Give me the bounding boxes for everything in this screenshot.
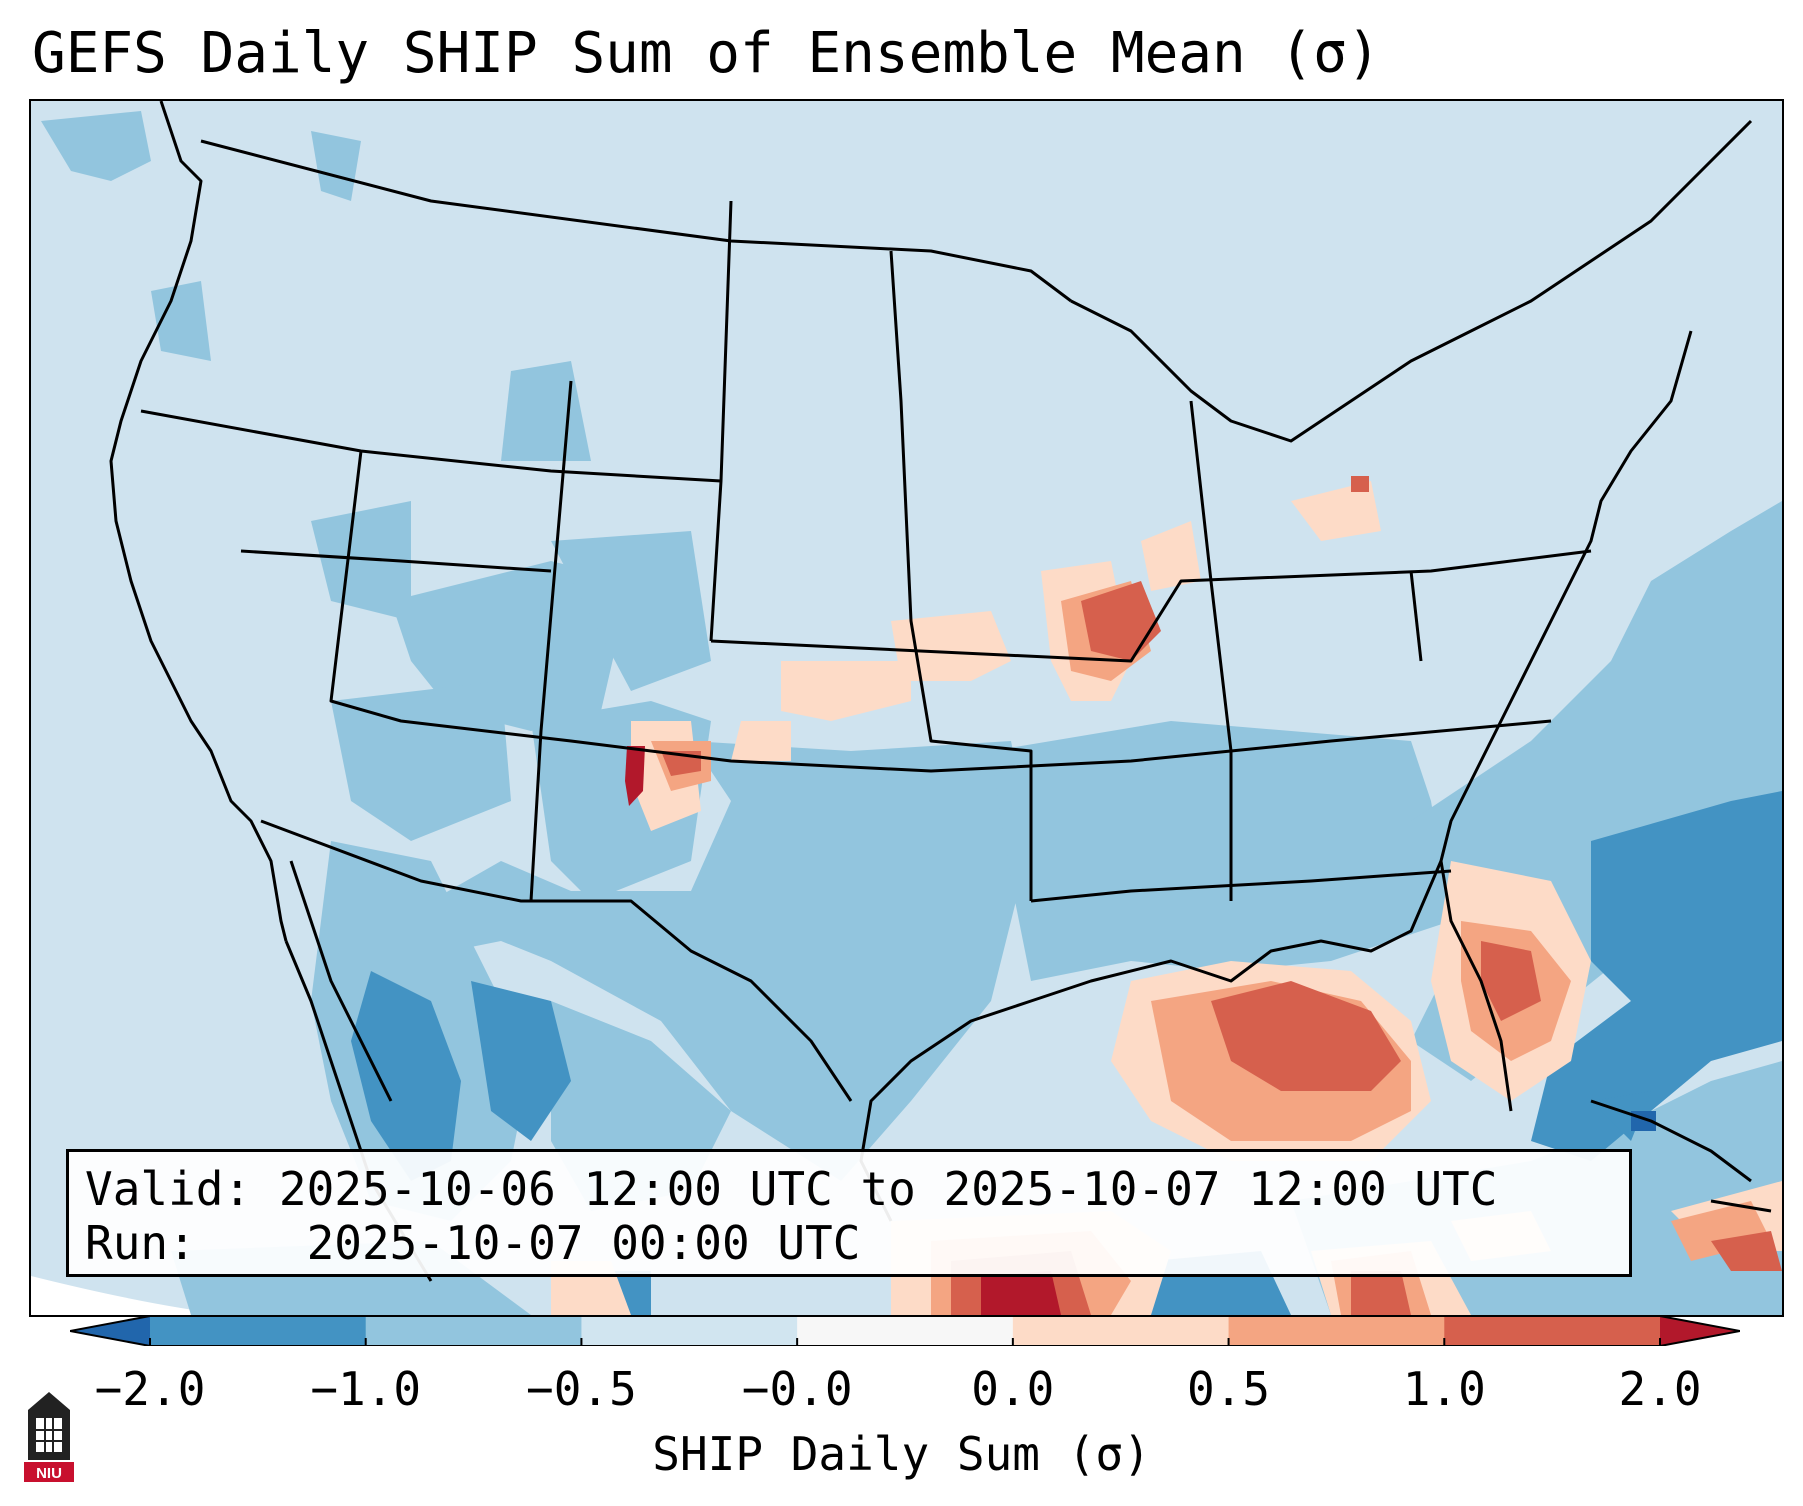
field-dark-red (625, 746, 1061, 1315)
colorbar-bin (581, 1316, 798, 1346)
colorbar-bin (365, 1316, 582, 1346)
colorbar-tick-label: 2.0 (1618, 1362, 1702, 1416)
colorbar-tick-label: 0.0 (971, 1362, 1055, 1416)
colorbar-extend-low (70, 1316, 150, 1346)
colorbar-bin (1228, 1316, 1445, 1346)
colorbar-bin (797, 1316, 1014, 1346)
niu-logo: NIU (24, 1392, 74, 1482)
run-value: 2025-10-07 00:00 UTC (306, 1216, 861, 1270)
map-boundaries (109, 101, 1772, 1282)
colorbar-tick-label: 0.5 (1187, 1362, 1271, 1416)
logo-banner (24, 1462, 74, 1482)
colorbar-extend-high (1660, 1316, 1740, 1346)
projection-edge (31, 1276, 231, 1315)
colorbar-tick-label: −0.5 (526, 1362, 637, 1416)
colorbar-tick-label: 1.0 (1402, 1362, 1486, 1416)
field-background (31, 101, 1782, 1315)
colorbar-tick-label: −1.0 (310, 1362, 422, 1416)
valid-row: Valid: 2025-10-06 12:00 UTC to 2025-10-0… (85, 1162, 1629, 1216)
colorbar-label: SHIP Daily Sum (σ) (652, 1427, 1151, 1481)
colorbar-tick-label: −0.0 (741, 1362, 853, 1416)
valid-value: 2025-10-06 12:00 UTC to 2025-10-07 12:00… (278, 1162, 1498, 1216)
valid-run-info-box: Valid: 2025-10-06 12:00 UTC to 2025-10-0… (66, 1149, 1632, 1277)
logo-text: NIU (36, 1465, 62, 1482)
map-panel (29, 99, 1784, 1317)
valid-label: Valid: (85, 1162, 252, 1216)
run-row: Run: 2025-10-07 00:00 UTC (85, 1216, 1629, 1270)
colorbar-bin (150, 1316, 367, 1346)
colorbar-bin (1012, 1316, 1230, 1346)
colorbar-bin (1444, 1316, 1661, 1346)
colorbar-tick-label: −2.0 (94, 1362, 206, 1416)
chart-title: GEFS Daily SHIP Sum of Ensemble Mean (σ) (32, 21, 1381, 86)
field-blue-patches (351, 791, 1782, 1315)
run-label: Run: (85, 1216, 196, 1270)
colorbar-bins (150, 1316, 1661, 1346)
colorbar (70, 1316, 1740, 1346)
colorbar-ticks (149, 1338, 1661, 1346)
map-svg (31, 101, 1782, 1315)
logo-window-grid (36, 1418, 62, 1452)
logo-window (36, 1418, 62, 1452)
